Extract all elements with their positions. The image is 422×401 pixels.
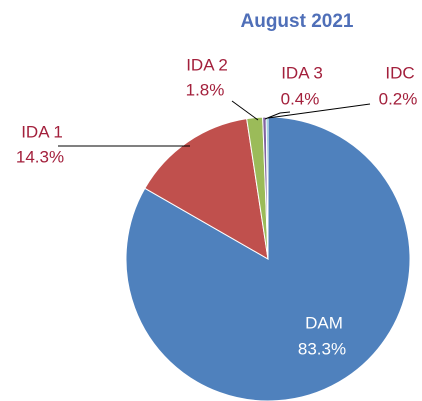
slice-value-label: 14.3% (16, 147, 64, 166)
slice-label: IDA 1 (21, 122, 63, 141)
slice-value-label: 0.2% (379, 89, 418, 108)
slice-label: IDC (385, 63, 414, 82)
leader-line (264, 111, 291, 120)
slice-value-label: 1.8% (186, 80, 225, 99)
slice-label: IDA 3 (281, 63, 323, 82)
slice-label: IDA 2 (186, 55, 228, 74)
slice-value-label: 0.4% (281, 89, 320, 108)
pie-slice (144, 118, 269, 260)
pie-slice (265, 116, 269, 260)
slice-label: DAM (305, 313, 343, 332)
slice-value-label: 83.3% (298, 339, 346, 358)
leader-line (231, 100, 259, 121)
chart-title: August 2021 (241, 11, 354, 32)
leader-line (267, 103, 371, 119)
